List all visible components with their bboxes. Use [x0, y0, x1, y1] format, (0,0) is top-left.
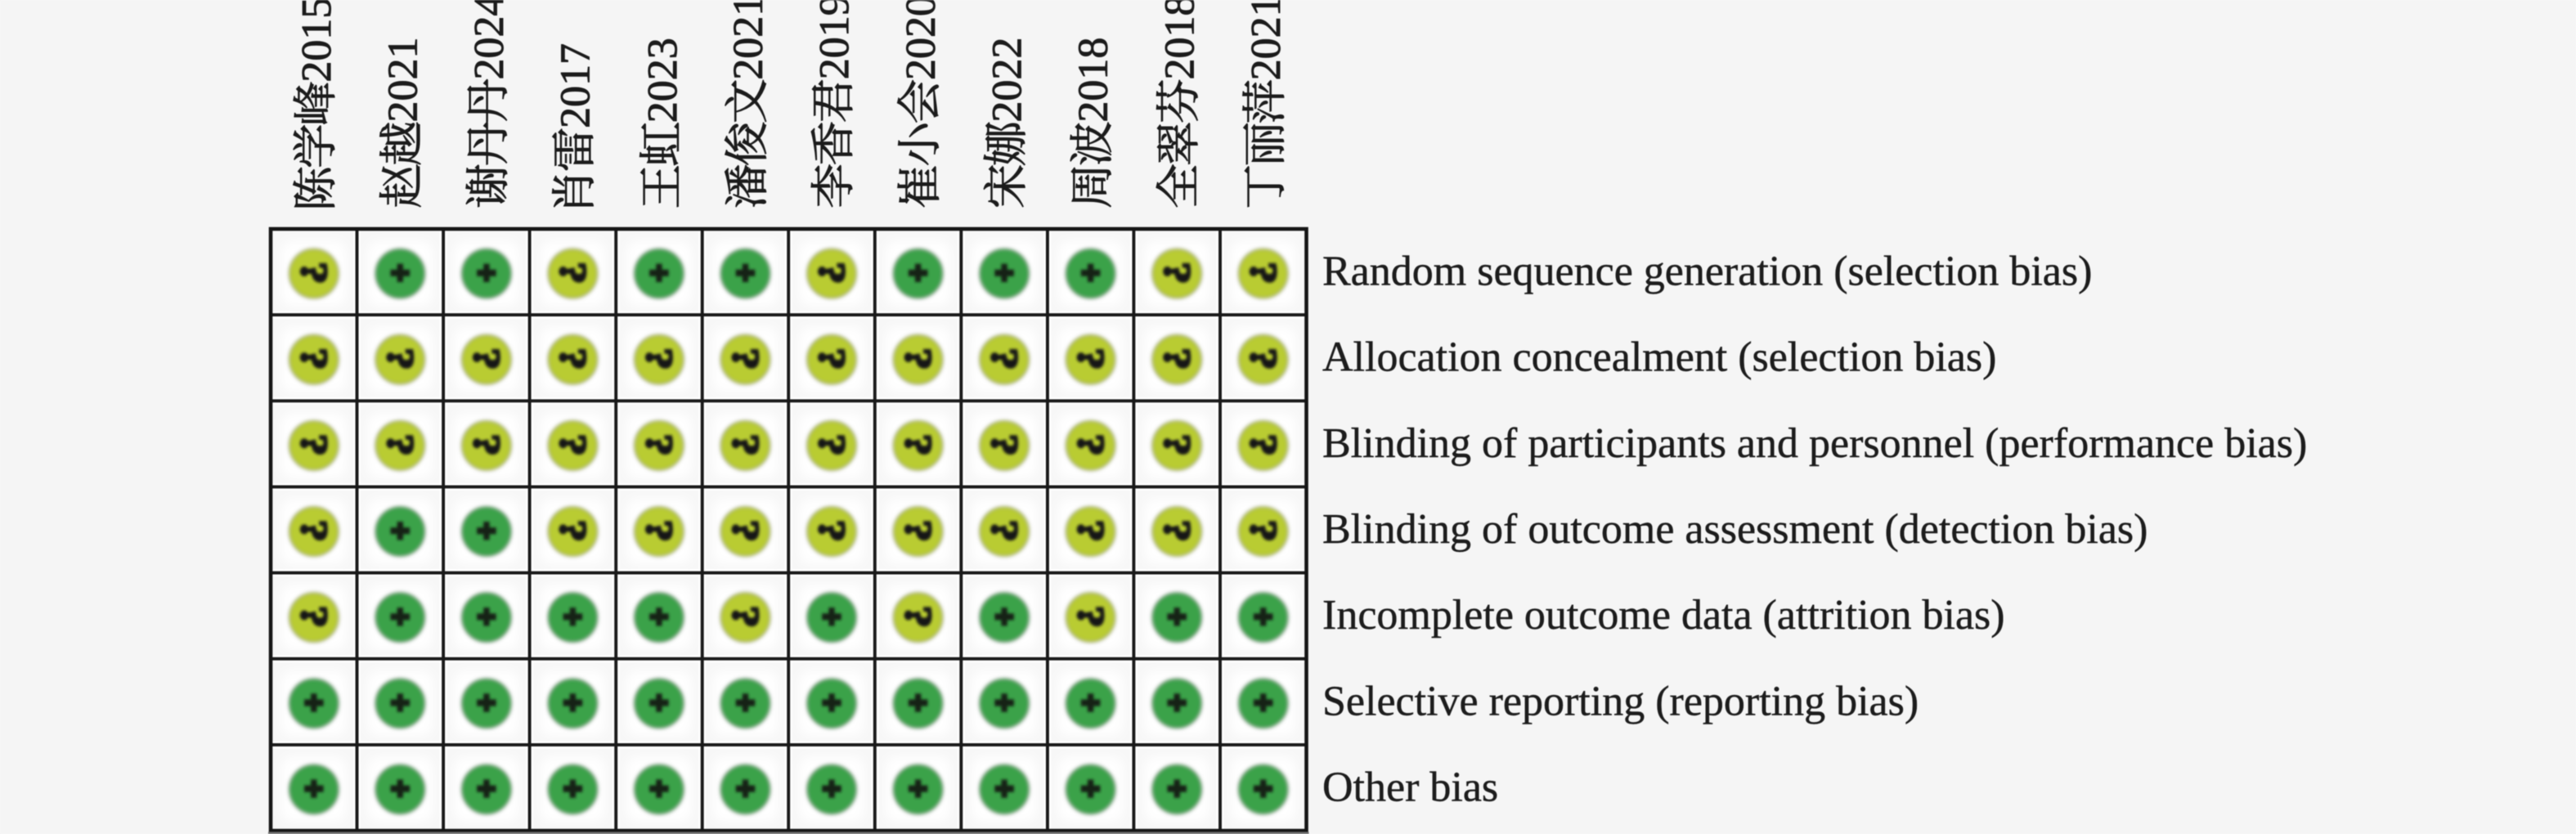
svg-text:Random sequence generation (se: Random sequence generation (selection bi… — [1322, 249, 2092, 295]
svg-text:Other bias: Other bias — [1322, 764, 1498, 810]
svg-text:Allocation concealment (select: Allocation concealment (selection bias) — [1322, 334, 1996, 381]
svg-text:Blinding of participants and p: Blinding of participants and personnel (… — [1322, 420, 2307, 467]
svg-text:Incomplete outcome data (attri: Incomplete outcome data (attrition bias) — [1322, 592, 2005, 639]
svg-text:Blinding of outcome assessment: Blinding of outcome assessment (detectio… — [1322, 506, 2147, 553]
svg-text:Selective reporting (reporting: Selective reporting (reporting bias) — [1322, 678, 1919, 724]
